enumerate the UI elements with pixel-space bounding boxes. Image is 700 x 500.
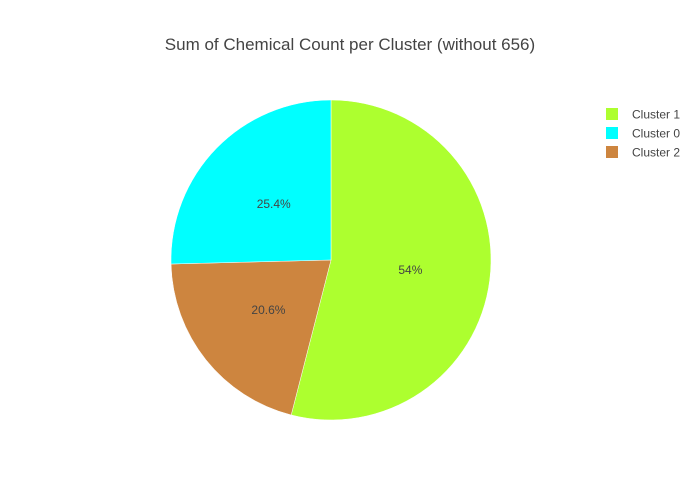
slice-cluster-2[interactable] <box>170 259 332 416</box>
legend-label-cluster-0: Cluster 0 <box>632 127 680 141</box>
legend-item-cluster-0[interactable]: Cluster 0 <box>606 127 680 141</box>
legend-label-cluster-2: Cluster 2 <box>632 146 680 160</box>
slice-label-cluster-1: 54% <box>398 263 422 277</box>
legend-swatch-cluster-1 <box>606 108 618 120</box>
legend-swatch-cluster-0 <box>606 127 618 139</box>
slice-cluster-1[interactable] <box>290 99 492 421</box>
legend-swatch-cluster-2 <box>606 146 618 158</box>
chart-title: Sum of Chemical Count per Cluster (witho… <box>165 35 535 54</box>
slice-cluster-0[interactable] <box>170 99 332 265</box>
legend: Cluster 1 Cluster 0 Cluster 2 <box>606 108 680 160</box>
slice-label-cluster-2: 20.6% <box>251 303 285 317</box>
slice-labels: 54% 20.6% 25.4% <box>251 197 422 317</box>
legend-item-cluster-1[interactable]: Cluster 1 <box>606 108 680 122</box>
slice-label-cluster-0: 25.4% <box>257 197 291 211</box>
legend-item-cluster-2[interactable]: Cluster 2 <box>606 146 680 160</box>
pie-slices <box>170 99 492 421</box>
legend-label-cluster-1: Cluster 1 <box>632 108 680 122</box>
